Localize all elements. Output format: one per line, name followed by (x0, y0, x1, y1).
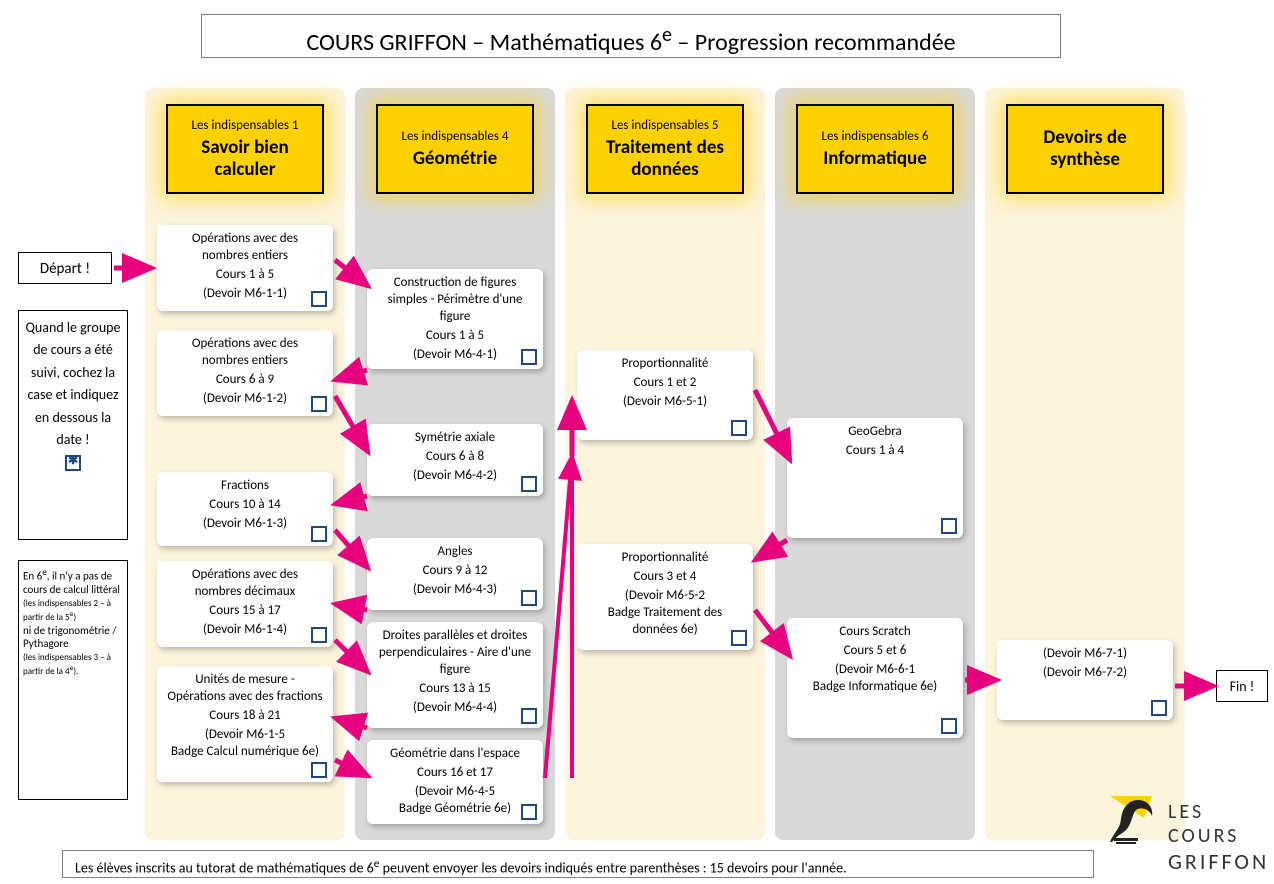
course-devoir: (Devoir M6-1-5Badge Calcul numérique 6e) (167, 727, 323, 761)
column-header-2: Les indispensables 4 Géométrie (376, 104, 534, 194)
column-header-pre: Les indispensables 6 (804, 129, 946, 144)
course-c3b2: Proportionnalité Cours 3 et 4 (Devoir M6-5… (577, 544, 753, 650)
column-header-main: Savoir bien calculer (174, 137, 316, 181)
course-devoir: (Devoir M6-1-1) (167, 286, 323, 303)
progress-checkbox[interactable] (311, 396, 327, 412)
title-text: COURS GRIFFON – Mathématiques 6e – Progr… (306, 28, 955, 57)
course-devoir: (Devoir M6-1-4) (167, 622, 323, 639)
course-range: Cours 3 et 4 (587, 569, 743, 586)
course-range: Cours 15 à 17 (167, 603, 323, 620)
progress-checkbox[interactable] (1151, 700, 1167, 716)
course-title: Fractions (167, 478, 323, 495)
course-c2b5: Géométrie dans l'espace Cours 16 et 17 (De… (367, 740, 543, 824)
course-title: Cours Scratch (797, 624, 953, 641)
course-title: GeoGebra (797, 424, 953, 441)
column-header-main: Devoirs de synthèse (1014, 127, 1156, 171)
course-devoir: (Devoir M6-4-3) (377, 582, 533, 599)
griffon-logo-icon (1102, 790, 1162, 851)
course-devoir: (Devoir M6-4-5Badge Géométrie 6e) (377, 784, 533, 818)
course-range: Cours 18 à 21 (167, 708, 323, 725)
course-title: Opérations avec des nombres décimaux (167, 567, 323, 601)
course-c1b3: Fractions Cours 10 à 14 (Devoir M6-1-3) (157, 472, 333, 546)
column-header-5: Devoirs de synthèse (1006, 104, 1164, 194)
course-range: Cours 1 et 2 (587, 375, 743, 392)
column-header-4: Les indispensables 6 Informatique (796, 104, 954, 194)
course-c1b2: Opérations avec des nombres entiers Cours… (157, 330, 333, 416)
column-header-pre: Les indispensables 1 (174, 118, 316, 133)
course-c2b3: Angles Cours 9 à 12 (Devoir M6-4-3) (367, 538, 543, 610)
course-title: Droites parallèles et droites perpendicu… (377, 628, 533, 679)
progress-checkbox[interactable] (731, 420, 747, 436)
course-title: Opérations avec des nombres entiers (167, 231, 323, 265)
column-5 (985, 88, 1185, 840)
course-c4b1: GeoGebra Cours 1 à 4 (787, 418, 963, 538)
course-title: Proportionnalité (587, 550, 743, 567)
course-range: Cours 1 à 5 (167, 267, 323, 284)
course-range: Cours 6 à 9 (167, 372, 323, 389)
column-header-1: Les indispensables 1 Savoir bien calculer (166, 104, 324, 194)
course-c2b1: Construction de figures simples - Périmè… (367, 269, 543, 369)
column-header-main: Traitement des données (594, 137, 736, 181)
progress-checkbox[interactable] (521, 476, 537, 492)
course-devoir: (Devoir M6-4-1) (377, 347, 533, 364)
progress-checkbox[interactable] (521, 590, 537, 606)
course-range: Cours 1 à 4 (797, 443, 953, 460)
footer-note: Les élèves inscrits au tutorat de mathém… (62, 850, 1094, 878)
course-devoir: (Devoir M6-5-2Badge Traitement des donné… (587, 588, 743, 639)
course-devoir: (Devoir M6-5-1) (587, 394, 743, 411)
course-devoir: (Devoir M6-1-3) (167, 516, 323, 533)
course-c1b5: Unités de mesure - Opérations avec des f… (157, 666, 333, 782)
progress-checkbox[interactable] (521, 708, 537, 724)
course-title: Géométrie dans l'espace (377, 746, 533, 763)
example-checkbox-icon: ✱ (65, 455, 81, 471)
progress-checkbox[interactable] (311, 762, 327, 778)
progress-checkbox[interactable] (311, 526, 327, 542)
course-range: Cours 6 à 8 (377, 449, 533, 466)
course-c4b2: Cours Scratch Cours 5 et 6 (Devoir M6-6-1B… (787, 618, 963, 738)
course-devoir: (Devoir M6-4-2) (377, 468, 533, 485)
course-title: Construction de figures simples - Périmè… (377, 275, 533, 326)
course-range: Cours 16 et 17 (377, 765, 533, 782)
column-header-pre: Les indispensables 4 (384, 129, 526, 144)
course-range: Cours 10 à 14 (167, 497, 323, 514)
progress-checkbox[interactable] (311, 627, 327, 643)
course-c1b4: Opérations avec des nombres décimaux Cour… (157, 561, 333, 647)
course-title: Symétrie axiale (377, 430, 533, 447)
column-header-main: Géométrie (384, 148, 526, 170)
fin-label: Fin ! (1216, 670, 1268, 702)
course-devoir: (Devoir M6-7-2) (1007, 665, 1163, 682)
column-3 (565, 88, 765, 840)
course-c3b1: Proportionnalité Cours 1 et 2 (Devoir M6-5… (577, 350, 753, 440)
course-c2b2: Symétrie axiale Cours 6 à 8 (Devoir M6-4-2… (367, 424, 543, 496)
course-devoir: (Devoir M6-4-4) (377, 700, 533, 717)
progress-checkbox[interactable] (941, 518, 957, 534)
column-header-3: Les indispensables 5 Traitement des donné… (586, 104, 744, 194)
progress-checkbox[interactable] (521, 804, 537, 820)
progress-checkbox[interactable] (941, 718, 957, 734)
course-title: Unités de mesure - Opérations avec des f… (167, 672, 323, 706)
course-range: Cours 1 à 5 (377, 328, 533, 345)
progress-checkbox[interactable] (311, 291, 327, 307)
course-c2b4: Droites parallèles et droites perpendicu… (367, 622, 543, 728)
course-c5b1: (Devoir M6-7-1) (Devoir M6-7-2) (997, 640, 1173, 720)
depart-label: Départ ! (18, 252, 112, 284)
course-title: Opérations avec des nombres entiers (167, 336, 323, 370)
course-c1b1: Opérations avec des nombres entiers Cours… (157, 225, 333, 311)
course-devoir: (Devoir M6-6-1Badge Informatique 6e) (797, 662, 953, 696)
instruction-box: Quand le groupe de cours a été suivi, co… (18, 310, 128, 540)
progress-checkbox[interactable] (731, 630, 747, 646)
page-title: COURS GRIFFON – Mathématiques 6e – Progr… (201, 14, 1061, 58)
course-range: (Devoir M6-7-1) (1007, 646, 1163, 663)
column-header-main: Informatique (804, 148, 946, 170)
course-title: Proportionnalité (587, 356, 743, 373)
note-box: En 6e, il n'y a pas de cours de calcul l… (18, 560, 128, 800)
course-title: Angles (377, 544, 533, 561)
logo-text: LES COURS GRIFFON (1168, 800, 1274, 875)
progress-checkbox[interactable] (521, 349, 537, 365)
course-devoir: (Devoir M6-1-2) (167, 391, 323, 408)
course-range: Cours 9 à 12 (377, 563, 533, 580)
course-range: Cours 13 à 15 (377, 681, 533, 698)
column-header-pre: Les indispensables 5 (594, 118, 736, 133)
course-range: Cours 5 et 6 (797, 643, 953, 660)
